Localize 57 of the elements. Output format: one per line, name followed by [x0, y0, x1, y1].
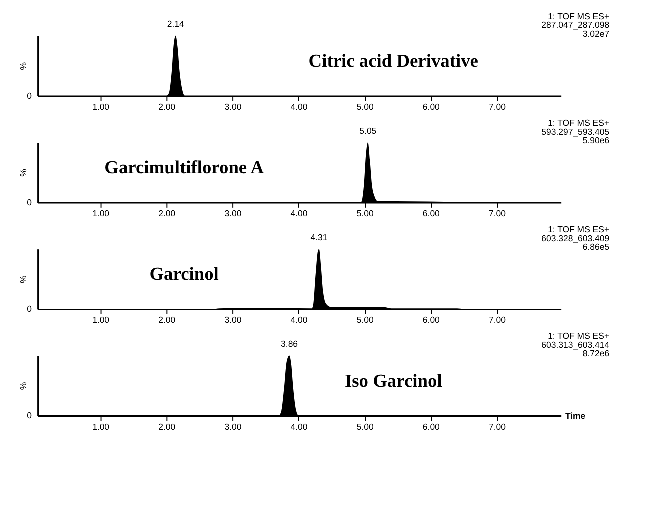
x-tick-label: 5.00: [356, 208, 374, 219]
x-tick-label: 7.00: [488, 422, 506, 432]
text: 603.328_603.409: [542, 233, 610, 244]
x-tick-label: 2.00: [158, 422, 176, 432]
text: 1: TOF MS ES+: [548, 11, 610, 22]
x-tick-label: 2.00: [158, 208, 176, 219]
annotation: Citric acid Derivative: [308, 50, 478, 71]
text: 1: TOF MS ES+: [548, 331, 610, 342]
annotation: 5.05: [360, 126, 377, 136]
text: 0: [27, 197, 32, 208]
annotation: 4.31: [310, 232, 328, 242]
x-tick-label: 2.00: [158, 102, 176, 112]
x-axis-title: Time: [565, 411, 586, 422]
text: 0: [27, 304, 32, 314]
y-axis-title: %: [18, 382, 29, 390]
x-tick-label: 5.00: [356, 315, 374, 326]
x-tick-label: 4.00: [290, 208, 308, 219]
annotation: 3.86: [281, 338, 298, 349]
x-tick-label: 5.00: [356, 422, 374, 432]
x-tick-label: 1.00: [92, 208, 110, 219]
text: 0: [27, 410, 32, 421]
x-tick-label: 6.00: [422, 315, 440, 326]
x-tick-label: 3.00: [224, 422, 242, 432]
x-tick-label: 7.00: [488, 208, 506, 219]
x-tick-label: 7.00: [488, 315, 506, 326]
y-axis-title: %: [18, 168, 29, 177]
x-tick-label: 1.00: [92, 422, 110, 432]
text: 6.86e5: [582, 242, 610, 252]
x-tick-label: 6.00: [422, 422, 440, 432]
x-tick-label: 3.00: [224, 315, 242, 326]
text: 5.90e6: [582, 135, 610, 146]
x-tick-label: 2.00: [158, 315, 176, 326]
x-tick-label: 7.00: [488, 102, 506, 112]
y-axis-title: %: [18, 62, 29, 70]
annotation: Garcinol: [150, 264, 219, 284]
x-tick-label: 4.00: [290, 422, 308, 432]
x-tick-label: 1.00: [92, 315, 110, 326]
annotation: Garcimultiflorone A: [104, 158, 265, 178]
x-tick-label: 6.00: [422, 102, 440, 112]
text: 603.313_603.414: [542, 340, 610, 350]
y-axis-title: %: [18, 276, 29, 284]
text: 3.02e7: [582, 28, 610, 39]
x-tick-label: 6.00: [422, 208, 440, 219]
text: 0: [27, 90, 32, 101]
text: 593.297_593.405: [542, 126, 610, 137]
text: 1: TOF MS ES+: [548, 224, 610, 235]
x-tick-label: 5.00: [356, 102, 374, 112]
text: 8.72e6: [582, 348, 610, 359]
x-tick-label: 1.00: [92, 102, 110, 112]
x-tick-label: 4.00: [290, 315, 308, 326]
x-tick-label: 3.00: [224, 208, 242, 219]
x-tick-label: 4.00: [290, 102, 308, 112]
text: 287.047_287.098: [542, 20, 610, 30]
annotation: Iso Garcinol: [344, 370, 442, 391]
annotation: 2.14: [167, 19, 185, 30]
text: 1: TOF MS ES+: [548, 118, 610, 128]
x-tick-label: 3.00: [224, 102, 242, 112]
